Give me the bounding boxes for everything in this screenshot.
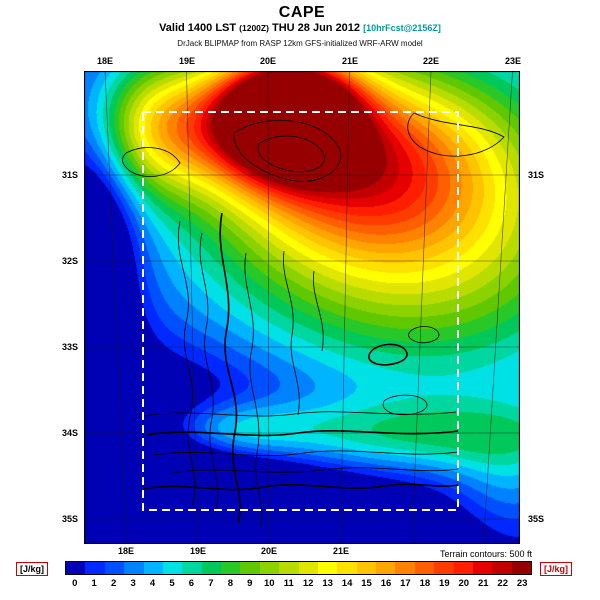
colorbar-segment <box>143 562 163 574</box>
colorbar-tick: 0 <box>72 578 78 589</box>
colorbar-tick: 10 <box>263 578 275 589</box>
colorbar-segment <box>337 562 357 574</box>
axis-label-left: 32S <box>61 256 79 266</box>
colorbar-segment <box>434 562 454 574</box>
units-label-left: [J/kg] <box>16 562 49 576</box>
axis-label-top: 21E <box>341 56 359 66</box>
colorbar-segment <box>356 562 376 574</box>
axis-label-bottom: 20E <box>260 546 278 556</box>
colorbar-segment <box>279 562 299 574</box>
colorbar <box>65 561 532 575</box>
colorbar-tick: 21 <box>477 578 489 589</box>
colorbar-segment <box>376 562 396 574</box>
colorbar-tick: 20 <box>458 578 470 589</box>
colorbar-segment <box>201 562 221 574</box>
colorbar-tick: 19 <box>439 578 450 589</box>
axis-label-bottom: 21E <box>332 546 350 556</box>
colorbar-segment <box>414 562 435 574</box>
colorbar-tick: 17 <box>400 578 411 589</box>
terrain-contours <box>122 112 505 528</box>
colorbar-tick: 18 <box>419 578 431 589</box>
colorbar-segment <box>492 562 512 574</box>
colorbar-tick: 14 <box>341 578 353 589</box>
valid-date: THU 28 Jun 2012 <box>272 22 361 34</box>
colorbar-tick: 1 <box>91 578 97 589</box>
colorbar-segment <box>221 562 241 574</box>
axis-label-left: 33S <box>61 342 79 352</box>
terrain-note: Terrain contours: 500 ft <box>439 549 532 559</box>
colorbar-tick: 11 <box>283 578 294 589</box>
axis-label-left: 34S <box>61 428 79 438</box>
colorbar-segment <box>85 562 105 574</box>
domain-box <box>142 111 459 511</box>
colorbar-tick: 16 <box>380 578 392 589</box>
colorbar-ticks: 0 1 2 3 4 5 6 7 8 9 10 11 12 13 14 15 16 17 18 19 20 21 22 23 <box>65 578 532 589</box>
colorbar-segment <box>66 562 86 574</box>
forecast-tag: [10hrFcst@2156Z] <box>363 23 441 33</box>
colorbar-segment <box>317 562 338 574</box>
colorbar-tick: 13 <box>322 578 333 589</box>
colorbar-tick: 23 <box>516 578 528 589</box>
axis-label-top: 20E <box>259 56 277 66</box>
valid-prefix: Valid 1400 LST <box>159 22 237 34</box>
colorbar-tick: 15 <box>361 578 372 589</box>
colorbar-tick: 5 <box>169 578 175 589</box>
axis-label-right: 31S <box>527 170 545 180</box>
colorbar-tick: 3 <box>130 578 136 589</box>
axis-label-top: 22E <box>422 56 440 66</box>
cape-field-canvas <box>84 71 520 544</box>
map-border <box>84 71 520 544</box>
axis-label-top: 19E <box>178 56 196 66</box>
colorbar-segment <box>124 562 144 574</box>
colorbar-tick: 7 <box>208 578 214 589</box>
axis-label-left: 35S <box>61 514 79 524</box>
colorbar-segment <box>162 562 183 574</box>
colorbar-segment <box>298 562 318 574</box>
colorbar-tick: 6 <box>188 578 195 589</box>
page-title: CAPE <box>278 4 326 21</box>
valid-zulu: (1200Z) <box>239 23 269 33</box>
lat-lon-grid <box>84 71 520 544</box>
colorbar-segment <box>472 562 493 574</box>
colorbar-tick: 12 <box>302 578 314 589</box>
axis-label-bottom: 19E <box>189 546 207 556</box>
colorbar-tick: 8 <box>227 578 233 589</box>
colorbar-segment <box>104 562 125 574</box>
colorbar-tick: 4 <box>149 578 156 589</box>
model-attribution-line: DrJack BLIPMAP from RASP 12km GFS-initia… <box>177 39 423 48</box>
axis-label-right: 35S <box>527 514 545 524</box>
axis-label-top: 23E <box>504 56 522 66</box>
colorbar-segment <box>511 562 531 574</box>
axis-label-top: 18E <box>96 56 114 66</box>
valid-time-line: Valid 1400 LST (1200Z) THU 28 Jun 2012 [… <box>0 22 600 34</box>
units-label-right: [J/kg] <box>540 562 573 576</box>
colorbar-tick: 22 <box>497 578 508 589</box>
colorbar-segment <box>259 562 280 574</box>
colorbar-segment <box>240 562 260 574</box>
axis-label-bottom: 18E <box>117 546 135 556</box>
colorbar-tick: 9 <box>247 578 253 589</box>
map-overlay <box>84 71 520 544</box>
colorbar-segment <box>453 562 473 574</box>
cape-map <box>84 71 520 544</box>
colorbar-segment <box>182 562 202 574</box>
colorbar-tick: 2 <box>110 578 117 589</box>
colorbar-segment <box>395 562 415 574</box>
axis-label-left: 31S <box>61 170 79 180</box>
